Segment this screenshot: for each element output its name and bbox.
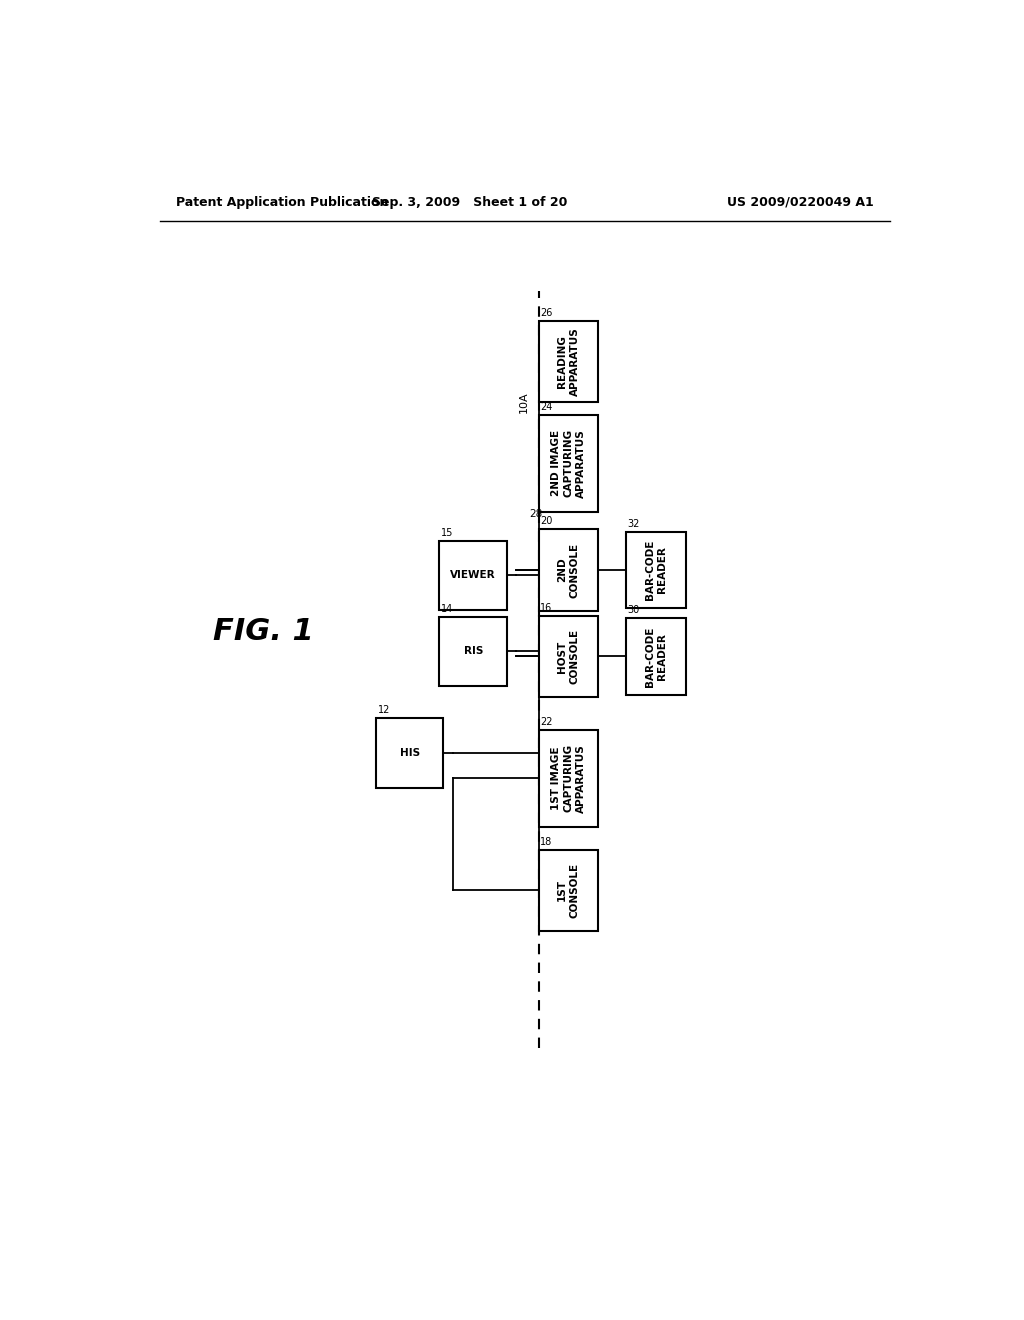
Bar: [376, 718, 443, 788]
Bar: [626, 532, 685, 609]
Bar: [626, 618, 685, 694]
Text: READING
APPARATUS: READING APPARATUS: [557, 327, 580, 396]
Text: 32: 32: [628, 519, 640, 529]
Text: 24: 24: [541, 403, 553, 412]
Bar: [539, 615, 598, 697]
Text: 1ST IMAGE
CAPTURING
APPARATUS: 1ST IMAGE CAPTURING APPARATUS: [551, 744, 586, 813]
Text: VIEWER: VIEWER: [451, 570, 496, 579]
Text: Sep. 3, 2009   Sheet 1 of 20: Sep. 3, 2009 Sheet 1 of 20: [372, 195, 567, 209]
Text: 20: 20: [541, 516, 553, 527]
Text: 14: 14: [441, 603, 454, 614]
Text: Patent Application Publication: Patent Application Publication: [176, 195, 388, 209]
Text: BAR-CODE
READER: BAR-CODE READER: [644, 626, 667, 686]
Text: 10A: 10A: [519, 392, 529, 413]
Bar: [539, 321, 598, 403]
Text: 18: 18: [541, 837, 553, 846]
Text: HOST
CONSOLE: HOST CONSOLE: [557, 628, 580, 684]
Text: 16: 16: [541, 603, 553, 612]
Text: FIG. 1: FIG. 1: [213, 616, 313, 645]
Text: RIS: RIS: [464, 647, 483, 656]
Text: 28: 28: [529, 510, 543, 519]
Bar: [539, 529, 598, 611]
Bar: [539, 730, 598, 826]
Text: 22: 22: [541, 717, 553, 727]
Text: 30: 30: [628, 606, 640, 615]
Text: 2ND
CONSOLE: 2ND CONSOLE: [557, 543, 580, 598]
Text: 12: 12: [378, 705, 390, 715]
Text: 2ND IMAGE
CAPTURING
APPARATUS: 2ND IMAGE CAPTURING APPARATUS: [551, 429, 586, 498]
Bar: [439, 541, 507, 610]
Bar: [539, 850, 598, 931]
Text: 1ST
CONSOLE: 1ST CONSOLE: [557, 863, 580, 917]
Text: US 2009/0220049 A1: US 2009/0220049 A1: [727, 195, 873, 209]
Bar: [439, 616, 507, 686]
Text: 26: 26: [541, 308, 553, 318]
Text: BAR-CODE
READER: BAR-CODE READER: [644, 540, 667, 601]
Text: 15: 15: [441, 528, 454, 537]
Text: HIS: HIS: [399, 748, 420, 758]
Bar: [539, 414, 598, 512]
